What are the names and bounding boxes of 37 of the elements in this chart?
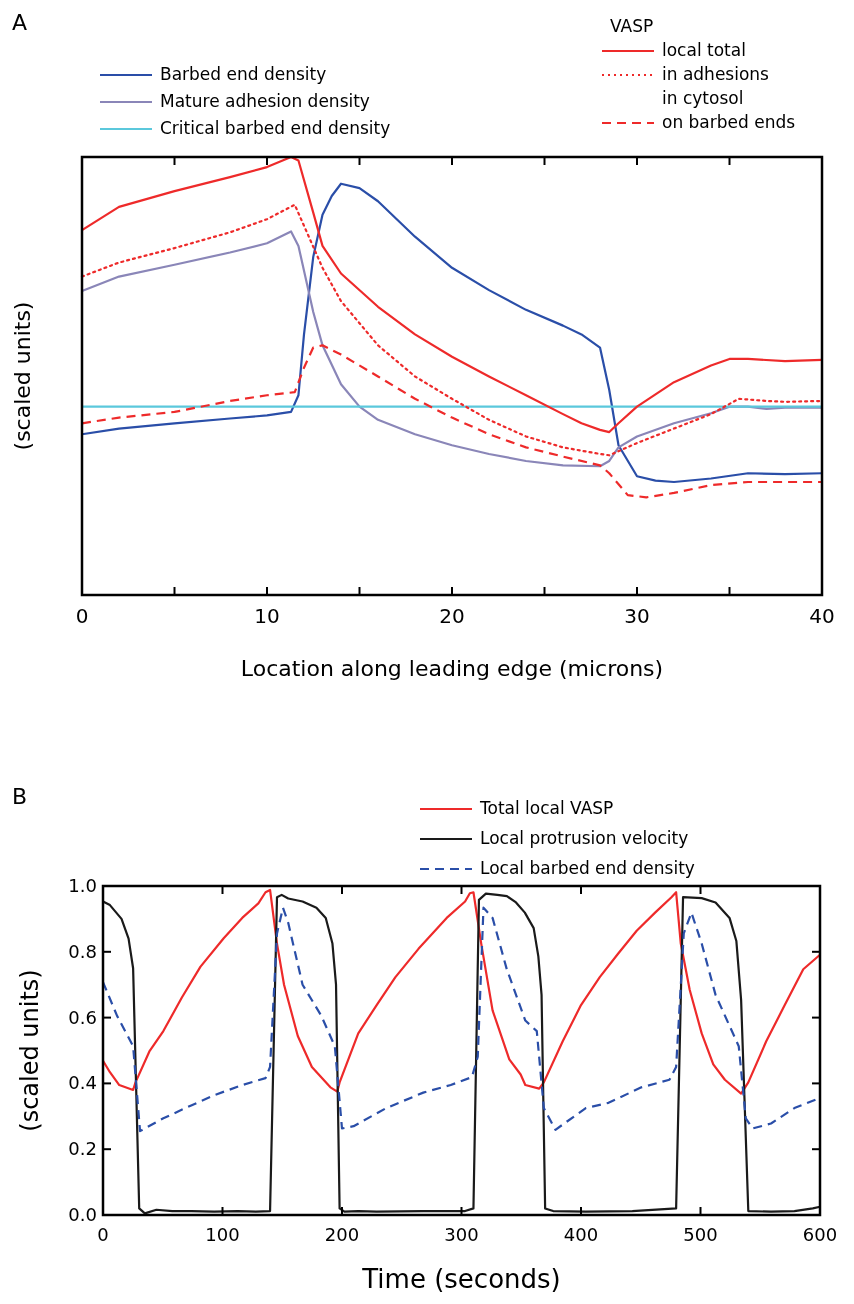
x-tick-label: 200 [324,1224,360,1245]
legend-label: Critical barbed end density [160,118,391,138]
y-tick-label: 0.8 [68,940,97,962]
x-axis-title: Location along leading edge (microns) [240,656,664,681]
y-tick-label: 1.0 [68,875,97,896]
x-tick-label: 20 [439,604,465,628]
y-axis-title: (scaled units) [16,969,44,1132]
legend-label: Total local VASP [479,798,614,818]
legend-label: local total [662,40,746,60]
x-tick-label: 600 [802,1224,838,1245]
y-tick-label: 0.2 [68,1138,97,1160]
x-tick-label: 100 [205,1224,240,1245]
x-tick-label: 300 [444,1224,479,1245]
chart-title: B [12,784,28,809]
line-series [101,892,822,1215]
y-tick-label: 0.0 [68,1204,97,1225]
legend-label: Mature adhesion density [160,91,370,111]
x-tick-label: 0 [97,1224,109,1245]
legend-label: Barbed end density [160,64,327,84]
x-tick-label: 40 [809,604,835,628]
x-axis-title: Time (seconds) [361,1264,561,1294]
x-tick-label: 0 [75,604,89,628]
y-tick-label: 0.4 [68,1072,97,1094]
line-series [101,888,822,1095]
x-tick-label: 500 [683,1224,718,1245]
y-axis-title: (scaled units) [10,301,35,451]
x-tick-label: 400 [563,1224,599,1245]
y-tick-label: 0.6 [68,1006,97,1028]
legend-label: in adhesions [662,64,770,84]
text: in cytosol [662,88,744,108]
x-tick-label: 10 [254,604,280,628]
legend-title: VASP [610,16,654,36]
legend-label: Local protrusion velocity [480,828,689,848]
legend-label: on barbed ends [662,112,796,132]
x-tick-label: 30 [624,604,650,628]
legend-label: Local barbed end density [480,858,695,878]
chart-title: A [12,10,28,35]
